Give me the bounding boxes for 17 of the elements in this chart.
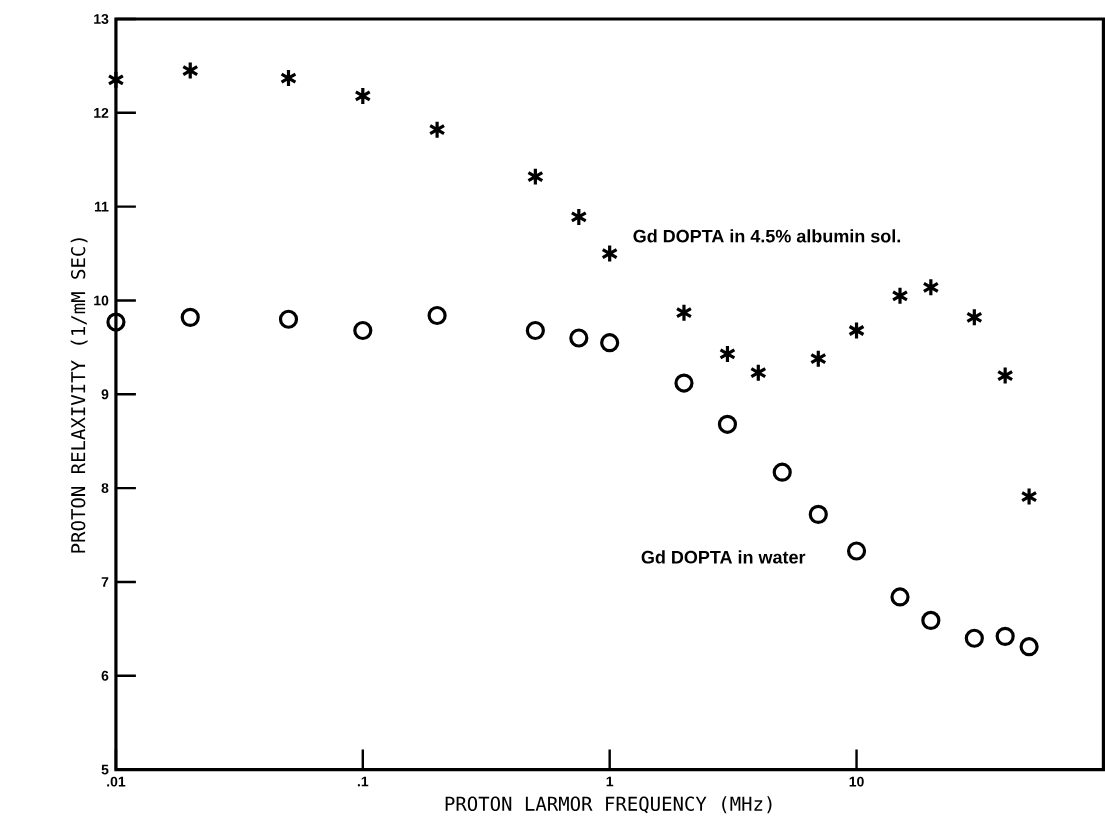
y-tick-label: 13 [94,14,109,25]
y-axis-title: PROTON RELAXIVITY (1/mM SEC) [70,238,88,553]
x-tick-label: 1 [606,776,614,787]
x-tick-label: 10 [849,776,864,787]
y-tick-label: 6 [101,671,109,681]
y-tick-label: 7 [101,577,109,587]
series-label: Gd DOPTA in 4.5% albumin sol. [633,229,901,243]
series-label: Gd DOPTA in water [641,550,806,564]
x-tick-label: .01 [107,776,126,787]
x-axis-title: PROTON LARMOR FREQUENCY (MHz) [445,796,772,814]
y-tick-label: 9 [101,389,109,400]
y-tick-label: 12 [94,108,109,118]
y-tick-label: 5 [101,764,109,775]
y-tick-label: 10 [94,295,109,306]
y-tick-label: 8 [101,483,109,494]
x-tick-label: .1 [357,776,369,787]
y-tick-label: 11 [94,202,109,212]
